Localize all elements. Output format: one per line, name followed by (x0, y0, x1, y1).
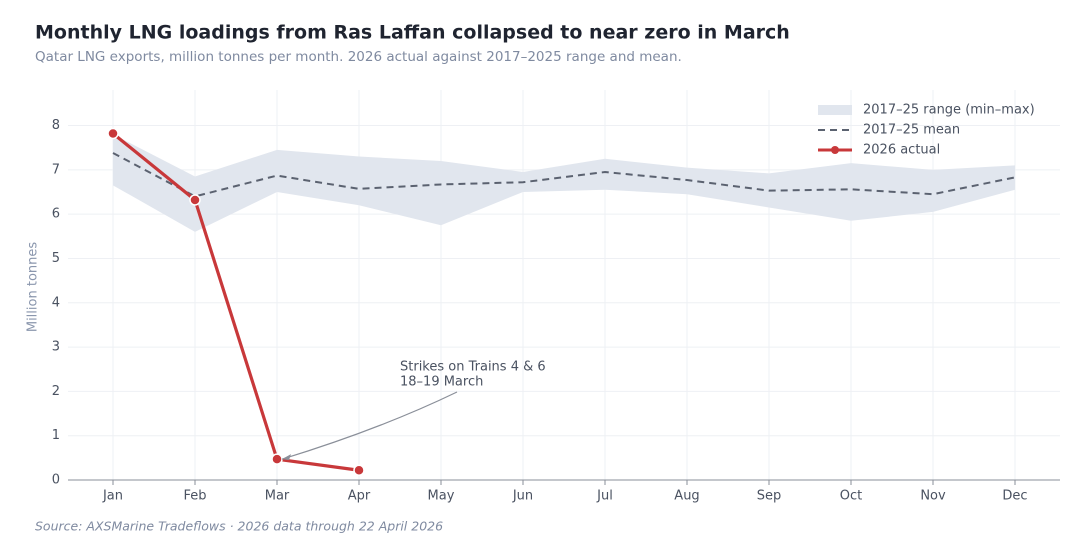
point (271, 453, 283, 465)
x-tick-label: Jan (102, 489, 123, 504)
chart-title: Monthly LNG loadings from Ras Laffan col… (35, 22, 790, 44)
x-tick-label: Jul (596, 489, 613, 504)
legend-label: 2017–25 range (min–max) (863, 103, 1035, 118)
x-tick-label: May (428, 489, 455, 504)
x-tick-label: Nov (920, 489, 946, 504)
y-tick-label: 5 (52, 251, 60, 266)
x-tick-label: Mar (265, 489, 290, 504)
arrow-head (282, 454, 291, 461)
chart-subtitle: Qatar LNG exports, million tonnes per mo… (35, 49, 682, 65)
x-tick-label: Feb (183, 489, 206, 504)
y-tick-label: 0 (52, 473, 60, 488)
annotation-arrow (281, 391, 458, 460)
y-tick-label: 8 (52, 118, 60, 133)
annotation-text: 18–19 March (400, 375, 483, 390)
y-tick-label: 4 (52, 295, 60, 310)
series-line (111, 132, 360, 472)
point (107, 127, 119, 140)
x-tick-label: Jun (512, 489, 533, 504)
x-tick-label: Aug (674, 489, 699, 504)
y-tick-label: 7 (52, 162, 60, 177)
x-tick-label: Dec (1002, 489, 1027, 504)
legend-swatch (818, 105, 852, 115)
y-tick-label: 3 (52, 340, 60, 355)
annotation-text: Strikes on Trains 4 & 6 (400, 360, 546, 375)
x-tick-label: Apr (348, 489, 371, 504)
series-line (112, 152, 1016, 198)
legend-label: 2026 actual (863, 143, 940, 158)
x-tick-label: Sep (757, 489, 782, 504)
y-tick-label: 2 (52, 384, 60, 399)
x-tick-label: Oct (840, 489, 862, 504)
y-axis-label: Million tonnes (26, 242, 41, 333)
point (353, 464, 365, 477)
range-band (113, 134, 1015, 232)
point (189, 194, 201, 206)
legend-marker (831, 146, 839, 154)
source: Source: AXSMarine Tradeflows · 2026 data… (35, 519, 443, 534)
y-tick-label: 6 (52, 207, 60, 222)
y-tick-label: 1 (52, 428, 60, 443)
legend-label: 2017–25 mean (863, 123, 960, 138)
